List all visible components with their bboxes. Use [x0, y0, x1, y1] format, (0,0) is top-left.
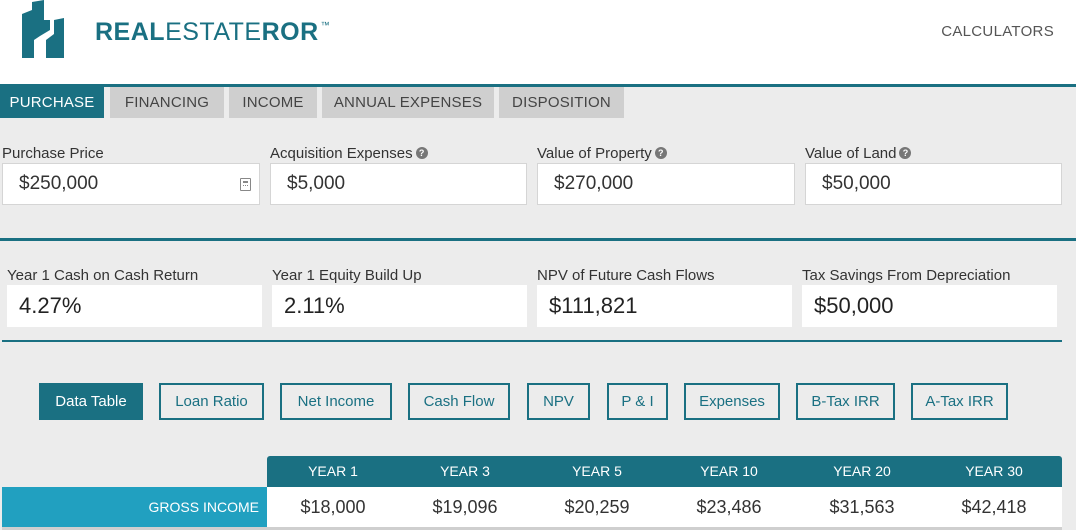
year-header-cell: YEAR 10	[700, 463, 758, 479]
table-cell: $18,000	[300, 497, 366, 517]
row-divider	[2, 527, 1062, 530]
brand-wordmark: REALESTATEROR ™	[95, 18, 331, 46]
b-tax-irr-button[interactable]: B-Tax IRR	[796, 383, 895, 420]
site-logo[interactable]: REALESTATEROR ™	[20, 0, 330, 62]
loan-ratio-button[interactable]: Loan Ratio	[159, 383, 264, 420]
tab-annual-expenses[interactable]: ANNUAL EXPENSES	[322, 87, 494, 118]
header-divider	[0, 84, 1076, 87]
table-cell: $20,259	[564, 497, 630, 517]
site-header: REALESTATEROR ™ CALCULATORS	[0, 0, 1076, 84]
tax-savings-label: Tax Savings From Depreciation	[802, 267, 1011, 284]
table-cell: $23,486	[696, 497, 762, 517]
year-header-cell: YEAR 1	[308, 463, 358, 479]
tab-income[interactable]: INCOME	[229, 87, 317, 118]
value-of-land-label: Value of Land?	[805, 145, 912, 162]
equity-build-up-label: Year 1 Equity Build Up	[272, 267, 422, 284]
help-icon[interactable]: ?	[654, 147, 667, 160]
equity-build-up-value: 2.11%	[272, 285, 527, 327]
table-cell: $31,563	[829, 497, 895, 517]
year-header-cell: YEAR 20	[833, 463, 891, 479]
gross-income-row-label: GROSS INCOME	[2, 487, 267, 530]
help-icon[interactable]: ?	[415, 147, 428, 160]
purchase-price-label: Purchase Price	[2, 145, 104, 162]
tab-financing[interactable]: FINANCING	[110, 87, 224, 118]
npv-button[interactable]: NPV	[527, 383, 590, 420]
tax-savings-value: $50,000	[802, 285, 1057, 327]
results-divider	[2, 340, 1062, 342]
building-logo-icon	[22, 0, 64, 58]
npv-value: $111,821	[537, 285, 792, 327]
table-cell: $42,418	[961, 497, 1027, 517]
a-tax-irr-button[interactable]: A-Tax IRR	[911, 383, 1008, 420]
section-divider	[0, 238, 1076, 241]
year-header-cell: YEAR 5	[572, 463, 622, 479]
net-income-button[interactable]: Net Income	[280, 383, 392, 420]
p-and-i-button[interactable]: P & I	[607, 383, 668, 420]
tab-disposition[interactable]: DISPOSITION	[499, 87, 624, 118]
table-row: $18,000 $19,096 $20,259 $23,486 $31,563 …	[267, 487, 1062, 530]
nav-calculators-link[interactable]: CALCULATORS	[941, 23, 1054, 40]
cash-on-cash-value: 4.27%	[7, 285, 262, 327]
expenses-button[interactable]: Expenses	[684, 383, 780, 420]
cash-on-cash-label: Year 1 Cash on Cash Return	[7, 267, 199, 284]
tab-purchase[interactable]: PURCHASE	[0, 87, 104, 118]
year-header-cell: YEAR 30	[965, 463, 1023, 479]
table-cell: $19,096	[432, 497, 498, 517]
value-of-property-input[interactable]: $270,000	[537, 163, 795, 205]
calculator-icon[interactable]	[240, 178, 251, 191]
cash-flow-button[interactable]: Cash Flow	[408, 383, 510, 420]
acquisition-expenses-input[interactable]: $5,000	[270, 163, 527, 205]
year-header-cell: YEAR 3	[440, 463, 490, 479]
data-table-button[interactable]: Data Table	[39, 383, 143, 420]
help-icon[interactable]: ?	[899, 147, 912, 160]
year-header-row: YEAR 1 YEAR 3 YEAR 5 YEAR 10 YEAR 20 YEA…	[267, 456, 1062, 487]
acquisition-expenses-label: Acquisition Expenses?	[270, 145, 428, 162]
value-of-land-input[interactable]: $50,000	[805, 163, 1062, 205]
value-of-property-label: Value of Property?	[537, 145, 667, 162]
purchase-price-input[interactable]: $250,000	[2, 163, 260, 205]
npv-label: NPV of Future Cash Flows	[537, 267, 715, 284]
